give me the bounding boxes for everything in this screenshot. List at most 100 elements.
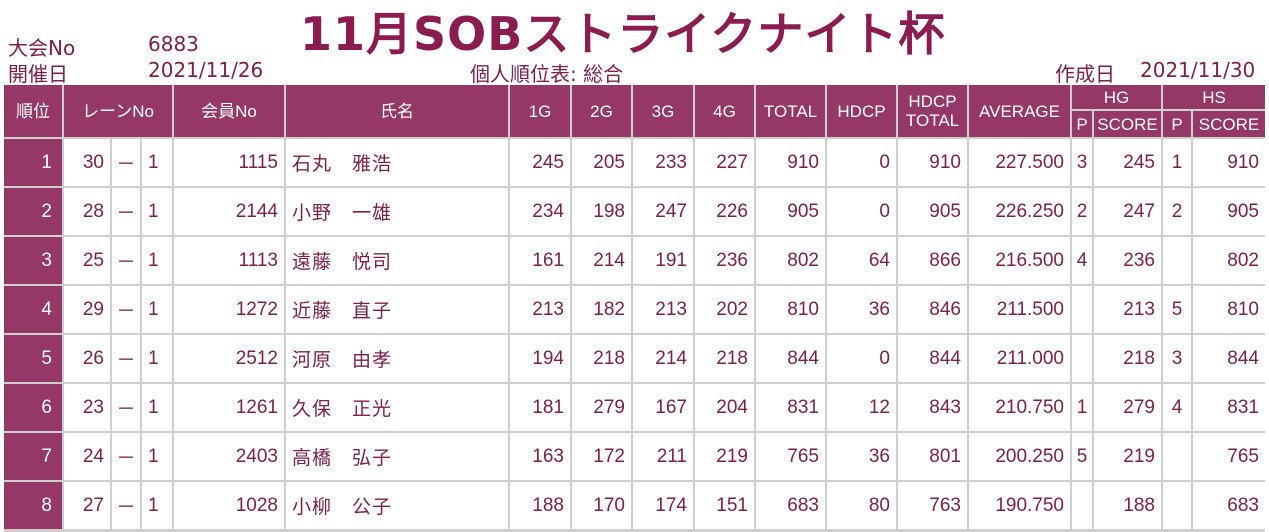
header-member-no: 会員No: [174, 85, 284, 137]
cell-hg-score: 219: [1094, 433, 1161, 480]
header-game-1: 1G: [510, 85, 570, 137]
tournament-title: 11月SOBストライクナイト杯: [300, 7, 946, 61]
cell-hg-p: 4: [1072, 237, 1092, 284]
cell-g4: 202: [695, 286, 754, 333]
cell-lane-sub: 1: [142, 384, 172, 431]
cell-hdcp-total: 843: [898, 384, 967, 431]
cell-dash: －: [112, 237, 140, 284]
header-hdcp: HDCP: [827, 85, 896, 137]
cell-g4: 204: [695, 384, 754, 431]
created-date-value: 2021/11/30: [1140, 58, 1256, 82]
cell-hs-score: 844: [1193, 335, 1265, 382]
cell-member: 2144: [174, 188, 284, 235]
cell-rank: 5: [4, 335, 62, 382]
cell-hg-p: 2: [1072, 188, 1092, 235]
cell-hg-score: 188: [1094, 482, 1161, 529]
cell-lane: 28: [64, 188, 110, 235]
cell-hg-score: 213: [1094, 286, 1161, 333]
report-title: 個人順位表: 総合: [470, 62, 624, 86]
cell-g3: 174: [633, 482, 693, 529]
cell-total: 905: [756, 188, 825, 235]
cell-hg-score: 247: [1094, 188, 1161, 235]
cell-total: 810: [756, 286, 825, 333]
cell-hdcp: 0: [827, 188, 896, 235]
cell-hg-p: 5: [1072, 433, 1092, 480]
cell-hs-score: 831: [1193, 384, 1265, 431]
header-hdcp-total: HDCP TOTAL: [898, 85, 967, 137]
cell-member: 1113: [174, 237, 284, 284]
cell-g1: 181: [510, 384, 570, 431]
cell-hdcp-total: 844: [898, 335, 967, 382]
cell-dash: －: [112, 188, 140, 235]
cell-g2: 218: [572, 335, 631, 382]
cell-g2: 198: [572, 188, 631, 235]
cell-member: 1028: [174, 482, 284, 529]
tournament-no-value: 6883: [148, 32, 199, 56]
cell-hg-p: [1072, 335, 1092, 382]
cell-dash: －: [112, 482, 140, 529]
cell-lane: 24: [64, 433, 110, 480]
ranking-table: 順位 レーンNo 会員No 氏名 1G 2G 3G 4G TOTAL HDCP …: [4, 85, 1265, 532]
cell-dash: －: [112, 139, 140, 186]
cell-dash: －: [112, 335, 140, 382]
cell-g1: 188: [510, 482, 570, 529]
cell-name: 河原 由孝: [286, 335, 508, 382]
cell-dash: －: [112, 286, 140, 333]
cell-hdcp: 0: [827, 335, 896, 382]
cell-hg-p: [1072, 286, 1092, 333]
cell-rank: 4: [4, 286, 62, 333]
cell-hdcp: 80: [827, 482, 896, 529]
cell-g3: 213: [633, 286, 693, 333]
cell-hs-p: [1163, 237, 1191, 284]
header-hs: HS: [1163, 85, 1265, 109]
cell-lane-sub: 1: [142, 188, 172, 235]
cell-member: 2403: [174, 433, 284, 480]
cell-hs-score: 683: [1193, 482, 1265, 529]
cell-total: 802: [756, 237, 825, 284]
cell-lane-sub: 1: [142, 139, 172, 186]
cell-lane: 30: [64, 139, 110, 186]
cell-name: 小柳 公子: [286, 482, 508, 529]
cell-g3: 233: [633, 139, 693, 186]
cell-dash: －: [112, 384, 140, 431]
cell-hdcp: 36: [827, 286, 896, 333]
cell-name: 小野 一雄: [286, 188, 508, 235]
cell-member: 1272: [174, 286, 284, 333]
cell-rank: 8: [4, 482, 62, 529]
cell-average: 211.000: [969, 335, 1070, 382]
cell-hg-p: [1072, 482, 1092, 529]
header-hs-p: P: [1163, 111, 1191, 137]
header-hg-p: P: [1072, 111, 1092, 137]
cell-member: 1115: [174, 139, 284, 186]
cell-rank: 6: [4, 384, 62, 431]
cell-name: 久保 正光: [286, 384, 508, 431]
cell-average: 226.250: [969, 188, 1070, 235]
cell-lane: 27: [64, 482, 110, 529]
cell-average: 210.750: [969, 384, 1070, 431]
header-average: AVERAGE: [969, 85, 1070, 137]
cell-g2: 205: [572, 139, 631, 186]
header-hs-score: SCORE: [1193, 111, 1265, 137]
cell-hdcp: 12: [827, 384, 896, 431]
header-game-4: 4G: [695, 85, 754, 137]
cell-g1: 163: [510, 433, 570, 480]
cell-lane: 29: [64, 286, 110, 333]
cell-g4: 227: [695, 139, 754, 186]
cell-hs-p: 3: [1163, 335, 1191, 382]
cell-rank: 1: [4, 139, 62, 186]
cell-g4: 218: [695, 335, 754, 382]
cell-lane: 25: [64, 237, 110, 284]
cell-g4: 151: [695, 482, 754, 529]
cell-hg-p: 1: [1072, 384, 1092, 431]
cell-g2: 182: [572, 286, 631, 333]
header-hg-score: SCORE: [1094, 111, 1161, 137]
cell-total: 910: [756, 139, 825, 186]
cell-g3: 211: [633, 433, 693, 480]
cell-g2: 214: [572, 237, 631, 284]
cell-lane-sub: 1: [142, 286, 172, 333]
cell-g2: 172: [572, 433, 631, 480]
cell-average: 216.500: [969, 237, 1070, 284]
cell-member: 1261: [174, 384, 284, 431]
cell-total: 765: [756, 433, 825, 480]
cell-member: 2512: [174, 335, 284, 382]
